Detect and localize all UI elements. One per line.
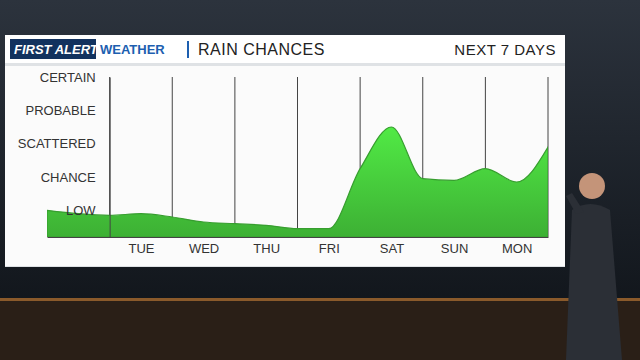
x-tick: SAT bbox=[380, 241, 404, 256]
day-divider bbox=[234, 77, 235, 237]
x-tick: SUN bbox=[441, 241, 468, 256]
x-tick-label: SUN bbox=[441, 241, 468, 256]
x-tick-label: WED bbox=[189, 241, 219, 256]
stage-light bbox=[0, 298, 640, 301]
y-axis: LOW CHANCE SCATTERED PROBABLE CERTAIN bbox=[18, 70, 110, 238]
presenter-head bbox=[579, 173, 605, 199]
x-tick: MON bbox=[502, 241, 532, 256]
y-tick-label: LOW bbox=[66, 203, 96, 218]
title-bar bbox=[5, 35, 565, 63]
chart-title: RAIN CHANCES bbox=[198, 41, 325, 58]
stage-floor bbox=[0, 300, 640, 360]
x-tick-label: THU bbox=[253, 241, 280, 256]
marks bbox=[47, 127, 548, 237]
y-tick: CERTAIN bbox=[40, 70, 96, 85]
y-tick-label: CHANCE bbox=[41, 170, 96, 185]
rain-area bbox=[47, 127, 548, 237]
presenter-body bbox=[566, 204, 622, 360]
logo-text: WEATHER bbox=[100, 42, 165, 57]
x-axis-line bbox=[48, 237, 549, 238]
y-tick: SCATTERED bbox=[18, 136, 96, 151]
y-tick-label: PROBABLE bbox=[26, 103, 96, 118]
chart-root: FIRST ALERTWEATHER RAIN CHANCES NEXT 7 DAY… bbox=[0, 0, 640, 360]
day-divider bbox=[172, 77, 173, 237]
presenter-arm bbox=[566, 193, 584, 214]
y-axis-line bbox=[110, 78, 111, 238]
x-tick-label: TUE bbox=[128, 241, 154, 256]
day-divider bbox=[297, 77, 298, 237]
x-tick: WED bbox=[189, 241, 219, 256]
y-tick-label: SCATTERED bbox=[18, 136, 96, 151]
y-tick: LOW bbox=[66, 203, 96, 218]
title-separator bbox=[187, 41, 189, 58]
logo-text: FIRST ALERT bbox=[14, 42, 99, 57]
x-axis: TUE WED THU FRI SAT SUN MON bbox=[48, 238, 549, 257]
x-tick-label: SAT bbox=[380, 241, 404, 256]
y-tick: PROBABLE bbox=[26, 103, 96, 118]
x-tick: TUE bbox=[128, 241, 154, 256]
plot-panel bbox=[5, 66, 565, 266]
background bbox=[0, 0, 640, 360]
chart-subtitle: NEXT 7 DAYS bbox=[454, 41, 556, 58]
panel bbox=[5, 35, 565, 267]
day-divider bbox=[109, 77, 110, 237]
x-tick: FRI bbox=[319, 241, 340, 256]
x-tick: THU bbox=[253, 241, 280, 256]
x-tick-label: FRI bbox=[319, 241, 340, 256]
chart-svg: FIRST ALERTWEATHER RAIN CHANCES NEXT 7 DAY… bbox=[0, 0, 640, 360]
y-tick-label: CERTAIN bbox=[40, 70, 96, 85]
x-tick-label: MON bbox=[502, 241, 532, 256]
y-tick: CHANCE bbox=[41, 170, 96, 185]
presenter bbox=[566, 173, 622, 360]
